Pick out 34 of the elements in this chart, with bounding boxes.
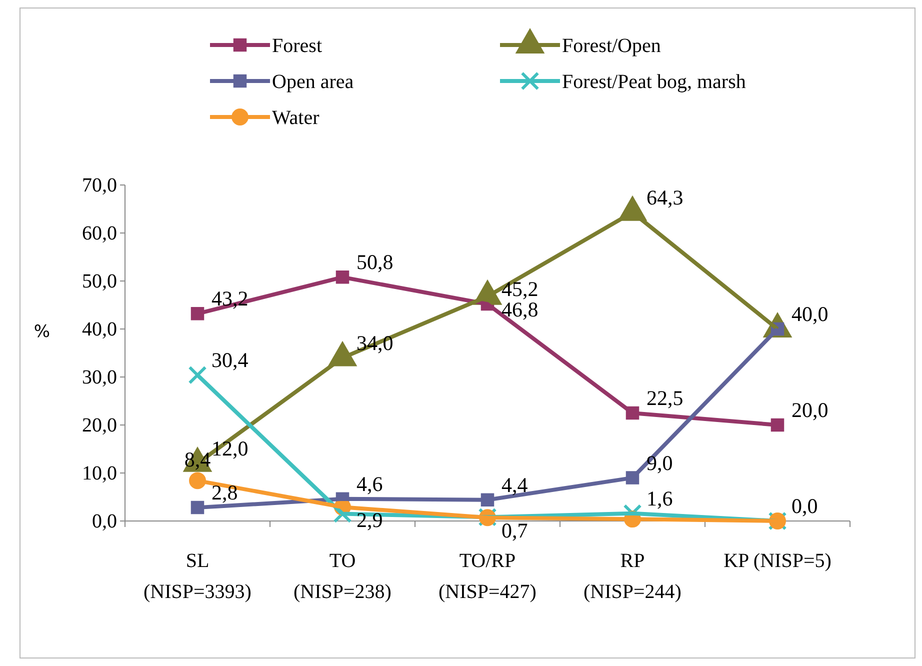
y-tick-label: 20,0	[82, 414, 117, 436]
y-tick-label: 10,0	[82, 462, 117, 484]
data-label: 0,0	[792, 494, 818, 518]
y-tick-label: 60,0	[82, 222, 117, 244]
data-label: 2,8	[212, 480, 238, 505]
legend-label: Forest/Peat bog, marsh	[562, 71, 746, 93]
data-label: 1,6	[646, 486, 673, 510]
legend-label: Forest/Open	[562, 35, 661, 57]
y-axis-title: %	[34, 322, 50, 342]
legend-label: Water	[272, 107, 320, 129]
data-label: 0,7	[502, 518, 528, 543]
data-label: 40,0	[792, 302, 828, 326]
data-label: 64,3	[646, 185, 684, 210]
data-label: 45,2	[502, 277, 538, 302]
data-label: 50,8	[356, 250, 394, 274]
data-label: 43,2	[212, 286, 248, 311]
legend-label: Open area	[272, 71, 354, 93]
y-tick-label: 40,0	[82, 318, 117, 340]
y-tick-label: 50,0	[82, 270, 117, 292]
data-label: 9,0	[646, 450, 673, 475]
x-tick-label: KP (NISP=5)	[724, 550, 832, 572]
data-label: 20,0	[792, 398, 828, 422]
data-label: 4,6	[356, 472, 383, 496]
y-tick-label: 30,0	[82, 366, 117, 388]
data-label: 4,4	[502, 472, 528, 497]
y-tick-label: 0,0	[92, 510, 117, 532]
x-tick-label: RP (NISP=244)	[584, 550, 682, 603]
x-tick-label: TO/RP (NISP=427)	[438, 550, 536, 603]
data-label: 22,5	[646, 386, 684, 410]
x-tick-label: TO (NISP=238)	[294, 550, 392, 603]
legend-label: Forest	[272, 35, 322, 57]
data-label: 30,4	[212, 348, 249, 372]
x-tick-label: SL (NISP=3393)	[144, 550, 252, 603]
y-tick-label: 70,0	[82, 174, 117, 196]
